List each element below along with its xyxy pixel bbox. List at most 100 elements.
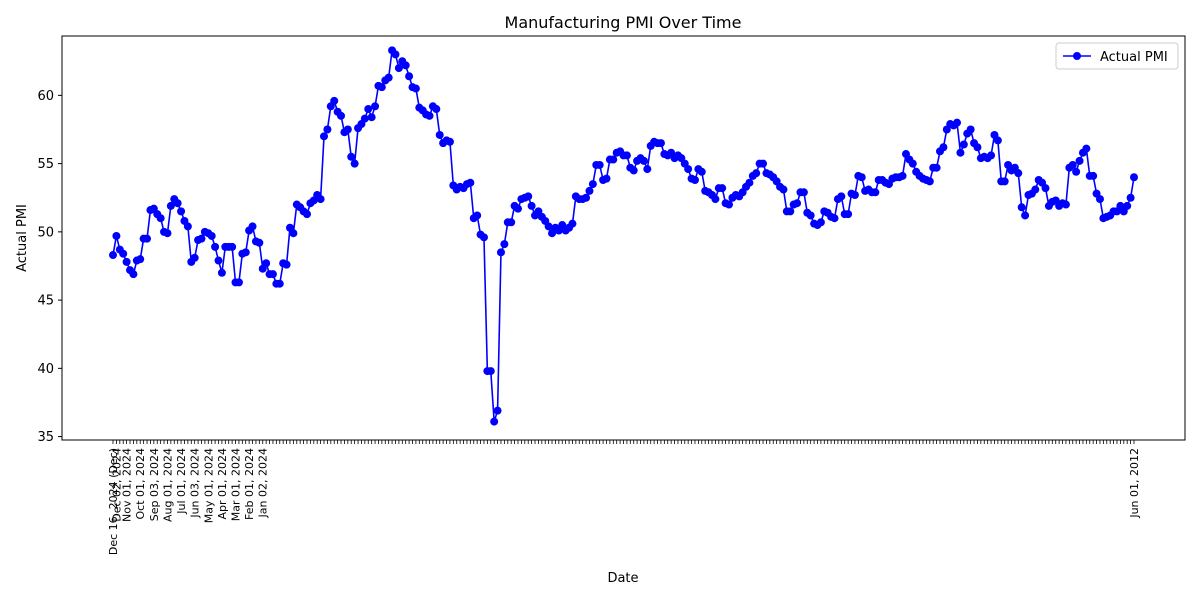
y-axis-ticks: 35 40 45 50 55 60 <box>37 89 62 445</box>
data-point <box>173 199 182 208</box>
data-point <box>320 132 329 141</box>
data-point <box>275 279 284 288</box>
x-tick-label: Mar 01, 2024 <box>230 448 243 521</box>
data-point <box>1021 211 1030 220</box>
data-point <box>228 242 237 251</box>
data-point <box>302 210 311 219</box>
data-point <box>425 111 434 120</box>
x-tick-label: Dec 16, 2024 (Dec) <box>107 448 120 555</box>
data-point <box>908 159 917 168</box>
data-point <box>432 105 441 114</box>
data-point <box>394 64 403 73</box>
data-point <box>925 177 934 186</box>
data-point <box>779 185 788 194</box>
data-point <box>136 255 145 264</box>
data-point <box>816 218 825 227</box>
y-tick-label: 40 <box>37 362 54 377</box>
data-point <box>156 214 165 223</box>
data-point <box>214 256 223 265</box>
data-point <box>289 229 298 238</box>
data-point <box>405 72 414 81</box>
data-point <box>500 240 509 249</box>
x-tick-label: Jun 03, 2024 <box>189 448 202 519</box>
data-point <box>806 211 815 220</box>
data-point <box>759 159 768 168</box>
data-point <box>166 201 175 210</box>
data-point <box>316 195 325 204</box>
data-point <box>507 218 516 227</box>
data-point <box>786 207 795 216</box>
data-point <box>1123 201 1132 210</box>
data-point <box>490 417 499 426</box>
data-point <box>211 242 220 251</box>
data-point <box>367 113 376 122</box>
data-point <box>1126 193 1135 202</box>
data-point <box>486 367 495 376</box>
data-point <box>207 231 216 240</box>
data-point <box>588 180 597 189</box>
data-point <box>435 130 444 139</box>
data-point <box>639 156 648 165</box>
data-point <box>793 199 802 208</box>
data-point <box>871 188 880 197</box>
data-point <box>330 96 339 105</box>
y-tick-label: 35 <box>37 430 54 445</box>
data-point <box>391 50 400 59</box>
data-point <box>898 171 907 180</box>
data-point <box>602 174 611 183</box>
data-point <box>479 233 488 242</box>
y-tick-label: 55 <box>37 157 54 172</box>
data-point <box>799 188 808 197</box>
data-point <box>987 151 996 160</box>
data-point <box>411 84 420 93</box>
data-point <box>183 222 192 231</box>
data-point <box>690 175 699 184</box>
data-point <box>609 155 618 164</box>
data-point <box>1089 171 1098 180</box>
data-point <box>544 222 553 231</box>
data-point <box>752 169 761 178</box>
data-point <box>360 114 369 123</box>
data-point <box>445 137 454 146</box>
data-point <box>473 211 482 220</box>
data-point <box>1095 195 1104 204</box>
data-point <box>197 234 206 243</box>
data-point <box>629 166 638 175</box>
data-point <box>371 102 380 111</box>
data-point <box>514 204 522 213</box>
data-point <box>466 178 475 187</box>
data-point <box>282 260 291 269</box>
series-layer <box>109 46 1138 426</box>
data-point <box>953 118 962 127</box>
data-point <box>122 257 131 266</box>
data-point <box>119 249 128 258</box>
data-point <box>1068 160 1077 169</box>
data-point <box>143 234 152 243</box>
data-point <box>939 143 948 152</box>
x-tick-label: Nov 01, 2024 <box>121 448 134 522</box>
data-point <box>932 163 941 172</box>
data-point <box>112 231 121 240</box>
data-point <box>350 159 359 168</box>
data-point <box>857 173 866 182</box>
data-point <box>830 214 839 223</box>
y-tick-label: 50 <box>37 225 54 240</box>
x-tick-label: Jun 01, 2012 <box>1128 448 1141 519</box>
x-tick-label: Feb 01, 2024 <box>243 448 256 520</box>
data-point <box>129 270 138 279</box>
data-point <box>262 259 271 268</box>
data-point <box>643 165 652 174</box>
data-point <box>493 406 502 415</box>
x-tick-label: May 01, 2024 <box>202 448 215 523</box>
x-tick-label: Jul 01, 2024 <box>175 448 188 515</box>
data-point <box>190 253 199 262</box>
data-point <box>966 125 975 134</box>
x-tick-label: Oct 01, 2024 <box>134 448 147 520</box>
chart-title: Manufacturing PMI Over Time <box>505 13 742 32</box>
data-point <box>109 251 117 260</box>
data-point <box>1031 185 1040 194</box>
data-point <box>725 200 733 209</box>
